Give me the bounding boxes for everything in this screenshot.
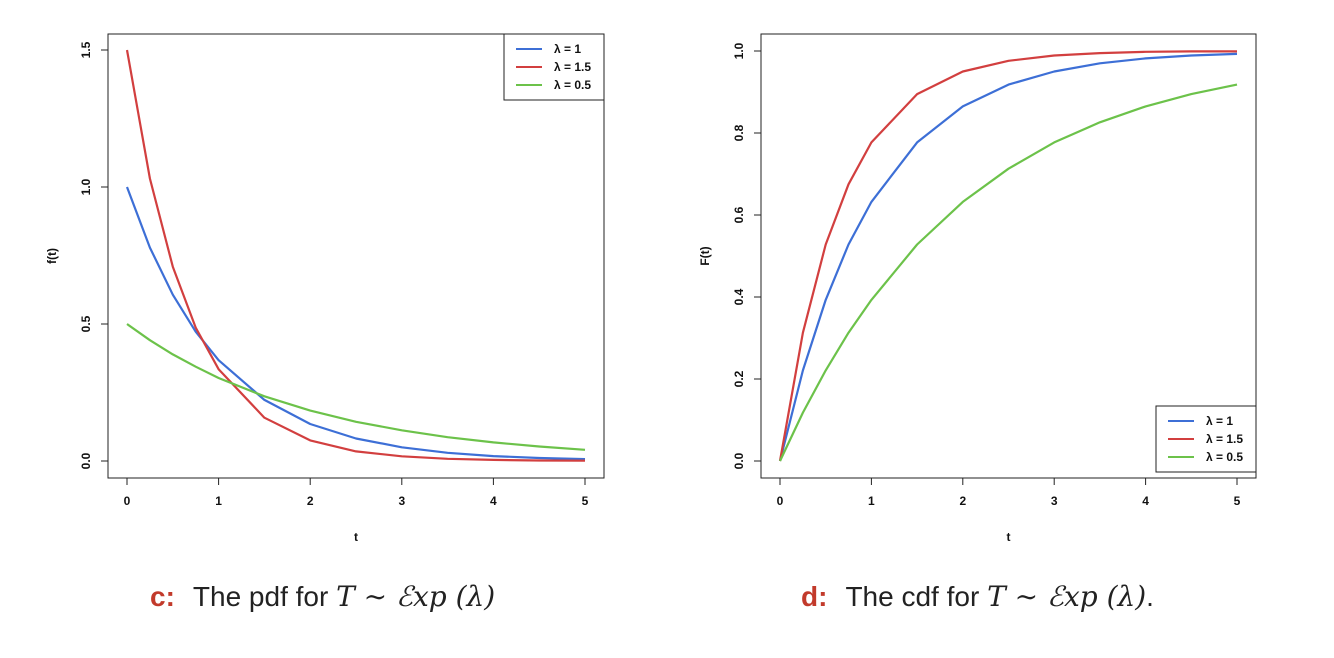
legend-label: λ = 1.5 [1206,432,1243,446]
legend-label: λ = 0.5 [554,78,591,92]
y-tick-label: 0.6 [732,206,746,223]
y-tick-label: 0.0 [732,452,746,469]
caption-text: The cdf for [845,581,988,612]
y-tick-label: 0.5 [79,315,93,332]
series-line [125,49,586,462]
x-tick-label: 2 [307,494,314,508]
legend-label: λ = 0.5 [1206,450,1243,464]
y-tick-label: 1.5 [79,41,93,58]
cdf-chart: 0 1 2 3 4 5 0.0 0.2 0.4 0.6 0.8 1.0 t F(t) λ = 1 λ = 1.… [698,33,1257,544]
series-line [125,186,586,461]
series-line [778,50,1237,462]
x-tick-label: 3 [1051,494,1058,508]
caption-c: c: The pdf for T ∼ ℰxp (λ) [150,580,495,613]
legend: λ = 1 λ = 1.5 λ = 0.5 [503,33,605,101]
y-tick-label: 1.0 [732,42,746,59]
x-tick-label: 0 [777,494,784,508]
caption-d: d: The cdf for T ∼ ℰxp (λ). [801,580,1154,613]
legend-label: λ = 1 [1206,414,1233,428]
x-tick-label: 1 [868,494,875,508]
x-tick-label: 1 [215,494,222,508]
plot-frame [107,33,605,479]
series-line [779,83,1238,462]
x-tick-label: 5 [1234,494,1241,508]
x-tick-label: 0 [124,494,131,508]
x-tick-label: 3 [398,494,405,508]
caption-letter: c: [150,581,175,612]
x-tick-label: 2 [959,494,966,508]
series-line [126,323,586,451]
y-tick-label: 0.2 [732,370,746,387]
caption-text: The pdf for [192,581,337,612]
caption-letter: d: [801,581,828,612]
x-axis-title: t [1007,530,1011,544]
y-axis-title: F(t) [698,246,712,265]
y-tick-label: 0.0 [79,452,93,469]
legend: λ = 1 λ = 1.5 λ = 0.5 [1155,405,1257,473]
x-axis-title: t [354,530,358,544]
legend-label: λ = 1.5 [554,60,591,74]
x-tick-label: 5 [582,494,589,508]
y-tick-label: 0.4 [732,288,746,305]
caption-math: T ∼ ℰxp (λ) [987,580,1147,613]
pdf-chart: 0 1 2 3 4 5 0.0 0.5 1.0 1.5 t f(t) λ = 1 λ = 1.5 λ = 0… [45,33,605,544]
x-tick-label: 4 [490,494,497,508]
series-line [778,52,1238,462]
x-tick-label: 4 [1142,494,1149,508]
y-tick-label: 0.8 [732,124,746,141]
caption-math: T ∼ ℰxp (λ) [336,580,496,613]
y-axis-title: f(t) [45,248,59,264]
caption-suffix: . [1146,581,1154,612]
legend-label: λ = 1 [554,42,581,56]
y-tick-label: 1.0 [79,178,93,195]
